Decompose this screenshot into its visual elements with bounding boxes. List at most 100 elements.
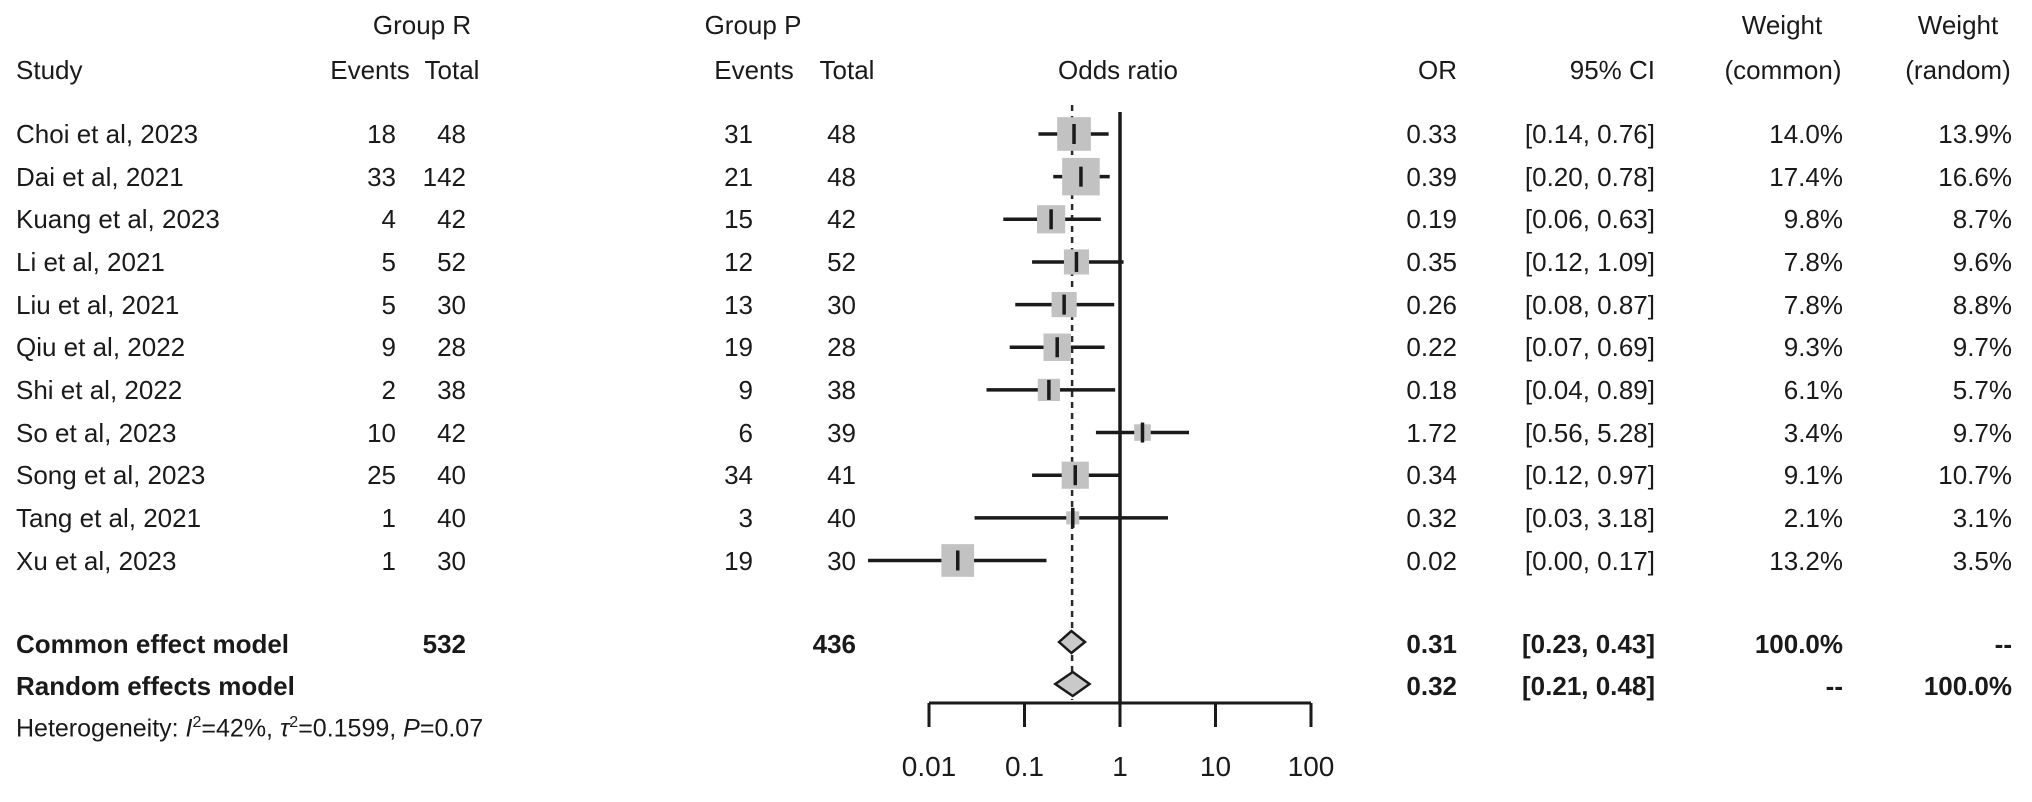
cell-events_r-1: 33 [367,161,396,192]
cell-total_r-0: 48 [437,119,466,149]
cell-weight_random-summary-0: -- [1994,629,2012,659]
cell-total_r-8: 40 [437,460,466,491]
weight-common-sub-header: (common) [1724,55,1842,85]
cell-weight_common-2: 9.8% [1783,204,1843,235]
het-p-value: =0.07 [419,714,484,743]
cell-weight_common-5: 9.3% [1783,332,1843,363]
cell-events_r-5: 9 [381,332,396,363]
cell-total_p-8: 41 [827,460,856,491]
cell-events_p-3: 12 [724,246,753,277]
cell-or_label-6: 0.18 [1406,374,1457,405]
cell-ci_label-9: [0.03, 3.18] [1524,502,1655,533]
row-label-summary-1: Random effects model [16,671,295,701]
cell-weight_random-7: 9.7% [1952,417,2012,448]
total-r-column-header: Total [424,55,480,85]
events-p-column-header: Events [714,55,794,85]
cell-weight_random-8: 10.7% [1938,460,2012,491]
row-label-summary-0: Common effect model [16,629,290,659]
cell-total_r-2: 42 [437,204,466,235]
cell-weight_random-10: 3.5% [1952,545,2012,576]
cell-weight_random-6: 5.7% [1952,374,2012,405]
cell-weight_random-summary-1: 100.0% [1923,671,2012,701]
cell-weight_common-1: 17.4% [1769,161,1843,192]
cell-events_r-10: 1 [381,545,396,576]
cell-events_r-8: 25 [367,460,396,491]
row-label-10: Xu et al, 2023 [16,545,177,576]
cell-ci_label-4: [0.08, 0.87] [1524,289,1655,320]
cell-total_p-1: 48 [827,161,856,192]
cell-events_r-0: 18 [367,119,396,149]
cell-weight_common-10: 13.2% [1769,545,1843,576]
cell-or_label-5: 0.22 [1406,332,1457,363]
weight-common-header: Weight [1741,10,1823,40]
cell-total_r-4: 30 [437,289,466,320]
cell-total_r-7: 42 [437,417,466,448]
cell-events_p-2: 15 [724,204,753,235]
cell-or_label-summary-1: 0.32 [1406,671,1457,701]
cell-weight_random-4: 8.8% [1952,289,2012,320]
cell-total_r-6: 38 [437,374,466,405]
het-tau-symbol: τ [279,714,290,743]
cell-ci_label-2: [0.06, 0.63] [1524,204,1655,235]
weight-random-header: Weight [1917,10,1999,40]
cell-weight_random-2: 8.7% [1952,204,2012,235]
cell-total_p-5: 28 [827,332,856,363]
cell-weight_common-4: 7.8% [1783,289,1843,320]
het-tau-value: =0.1599, [298,714,404,743]
group-p-header: Group P [704,10,802,40]
cell-or_label-summary-0: 0.31 [1406,629,1457,659]
cell-events_r-9: 1 [381,502,396,533]
cell-or_label-10: 0.02 [1406,545,1457,576]
het-i-symbol: I [185,714,193,743]
het-p-symbol: P [403,714,420,743]
cell-total_r-5: 28 [437,332,466,363]
cell-total_r-10: 30 [437,545,466,576]
het-tau-sup: 2 [289,714,299,732]
cell-events_p-5: 19 [724,332,753,363]
cell-or_label-3: 0.35 [1406,246,1457,277]
cell-weight_random-5: 9.7% [1952,332,2012,363]
row-label-4: Liu et al, 2021 [16,289,180,320]
cell-total_p-10: 30 [827,545,856,576]
cell-total_p-2: 42 [827,204,856,235]
cell-events_p-1: 21 [724,161,753,192]
cell-weight_random-3: 9.6% [1952,246,2012,277]
cell-or_label-9: 0.32 [1406,502,1457,533]
cell-events_p-8: 34 [724,460,753,491]
cell-weight_common-6: 6.1% [1783,374,1843,405]
cell-events_r-2: 4 [381,204,396,235]
cell-ci_label-1: [0.20, 0.78] [1524,161,1655,192]
events-r-column-header: Events [330,55,410,85]
summary-diamond-common [1057,629,1087,655]
study-column-header: Study [16,55,83,85]
cell-or_label-1: 0.39 [1406,161,1457,192]
cell-total_p-3: 52 [827,246,856,277]
cell-events_p-7: 6 [738,417,753,448]
cell-total_r-9: 40 [437,502,466,533]
het-i-sup: 2 [192,714,202,732]
het-prefix: Heterogeneity: [16,714,186,743]
cell-events_p-10: 19 [724,545,753,576]
row-label-9: Tang et al, 2021 [16,502,202,533]
cell-total_r-3: 52 [437,246,466,277]
cell-or_label-2: 0.19 [1406,204,1457,235]
cell-ci_label-6: [0.04, 0.89] [1524,374,1655,405]
cell-total_p-0: 48 [827,119,856,149]
cell-events_p-9: 3 [738,502,753,533]
cell-weight_common-0: 14.0% [1769,119,1843,149]
cell-total_r-summary-0: 532 [422,629,466,659]
cell-events_r-4: 5 [381,289,396,320]
ci-column-header: 95% CI [1569,55,1655,85]
cell-or_label-7: 1.72 [1406,417,1457,448]
cell-total_p-summary-0: 436 [812,629,856,659]
cell-events_p-4: 13 [724,289,753,320]
cell-weight_random-1: 16.6% [1938,161,2012,192]
heterogeneity-note: Heterogeneity: I2=42%, τ2=0.1599, P=0.07 [16,714,484,743]
group-r-header: Group R [372,10,472,40]
cell-weight_random-9: 3.1% [1952,502,2012,533]
cell-ci_label-7: [0.56, 5.28] [1524,417,1655,448]
or-column-header: OR [1418,55,1457,85]
x-axis-tick-label-4: 100 [1288,751,1335,782]
cell-events_p-6: 9 [738,374,753,405]
